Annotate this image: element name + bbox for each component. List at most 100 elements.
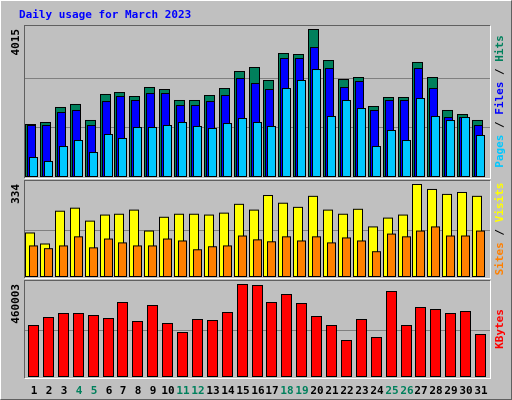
bar (253, 121, 262, 177)
chart-title: Daily usage for March 2023 (19, 8, 191, 21)
bar (29, 156, 38, 177)
bar (178, 121, 187, 177)
bar (326, 325, 337, 378)
bar (74, 236, 83, 277)
bar (461, 235, 470, 278)
bar (29, 245, 38, 278)
bar (446, 120, 455, 178)
bar (163, 124, 172, 177)
bar (431, 226, 440, 277)
legend-entry: Visits (493, 183, 506, 223)
panel-bevel (24, 180, 491, 279)
bar (222, 312, 233, 378)
bar (460, 311, 471, 377)
bar (357, 108, 366, 177)
bar (386, 291, 397, 377)
x-tick-label: 21 (325, 384, 339, 397)
bar (162, 323, 173, 377)
bar (342, 99, 351, 177)
bar (223, 123, 232, 178)
bar (89, 152, 98, 177)
x-tick-label: 3 (61, 384, 68, 397)
legend-separator: / (493, 222, 506, 242)
bar (357, 240, 366, 278)
bar (88, 315, 99, 377)
bar (118, 242, 127, 277)
bar (103, 318, 114, 377)
x-tick-label: 26 (400, 384, 414, 397)
bar (312, 236, 321, 277)
legend-entry: Sites (493, 242, 506, 275)
x-tick-label: 5 (91, 384, 98, 397)
bar (266, 302, 277, 378)
bar (297, 80, 306, 177)
bar (207, 320, 218, 377)
legend: Sites / Visits (493, 183, 506, 276)
bar (431, 115, 440, 178)
legend-entry: KBytes (493, 309, 506, 349)
bar (401, 325, 412, 378)
bar (476, 134, 485, 177)
bar (104, 134, 113, 178)
x-tick-label: 4 (76, 384, 83, 397)
bar (104, 238, 113, 278)
panel-bevel (24, 280, 491, 379)
legend-separator: / (493, 115, 506, 135)
legend-entry: Pages (493, 135, 506, 168)
bar (416, 98, 425, 177)
x-tick-label: 27 (414, 384, 427, 397)
bar (475, 334, 486, 377)
bar (89, 247, 98, 277)
bar (132, 321, 143, 378)
x-tick-label: 1 (31, 384, 38, 397)
legend-entry: Hits (493, 35, 506, 62)
bar (178, 240, 187, 278)
y-tick-label: 460003 (9, 284, 22, 324)
legend: KBytes (493, 309, 506, 349)
bar (238, 235, 247, 278)
bar (445, 313, 456, 377)
bar (282, 236, 291, 277)
bar (193, 249, 202, 277)
bar (416, 230, 425, 278)
x-tick-label: 14 (221, 384, 235, 397)
bar (73, 313, 84, 377)
bar (252, 285, 263, 377)
bar (446, 235, 455, 278)
legend-separator: / (493, 62, 506, 82)
bar (356, 319, 367, 377)
x-tick-label: 6 (106, 384, 113, 397)
bar (237, 284, 248, 377)
bar (117, 302, 128, 378)
panel-bevel (24, 25, 491, 179)
bar (74, 140, 83, 178)
x-tick-label: 11 (176, 384, 190, 397)
x-tick-label: 10 (161, 384, 174, 397)
legend-entry: Files (493, 82, 506, 115)
bar (342, 237, 351, 277)
bar (312, 69, 321, 177)
bar (371, 337, 382, 377)
bar (133, 245, 142, 278)
panel-bevel (24, 280, 491, 379)
bar (59, 245, 68, 278)
x-tick-label: 12 (191, 384, 204, 397)
bar (402, 236, 411, 277)
bar (297, 240, 306, 278)
bar (208, 246, 217, 277)
x-tick-label: 15 (236, 384, 249, 397)
bar (415, 307, 426, 378)
bar (238, 118, 247, 177)
bar (148, 127, 157, 178)
x-tick-label: 7 (120, 384, 127, 397)
bar (148, 245, 157, 278)
x-tick-label: 20 (310, 384, 323, 397)
legend: Pages / Files / Hits (493, 35, 506, 168)
x-tick-label: 25 (385, 384, 398, 397)
bar (223, 245, 232, 278)
bar (327, 242, 336, 277)
panel-bevel (24, 180, 491, 279)
bar (163, 238, 172, 278)
bar (327, 115, 336, 178)
